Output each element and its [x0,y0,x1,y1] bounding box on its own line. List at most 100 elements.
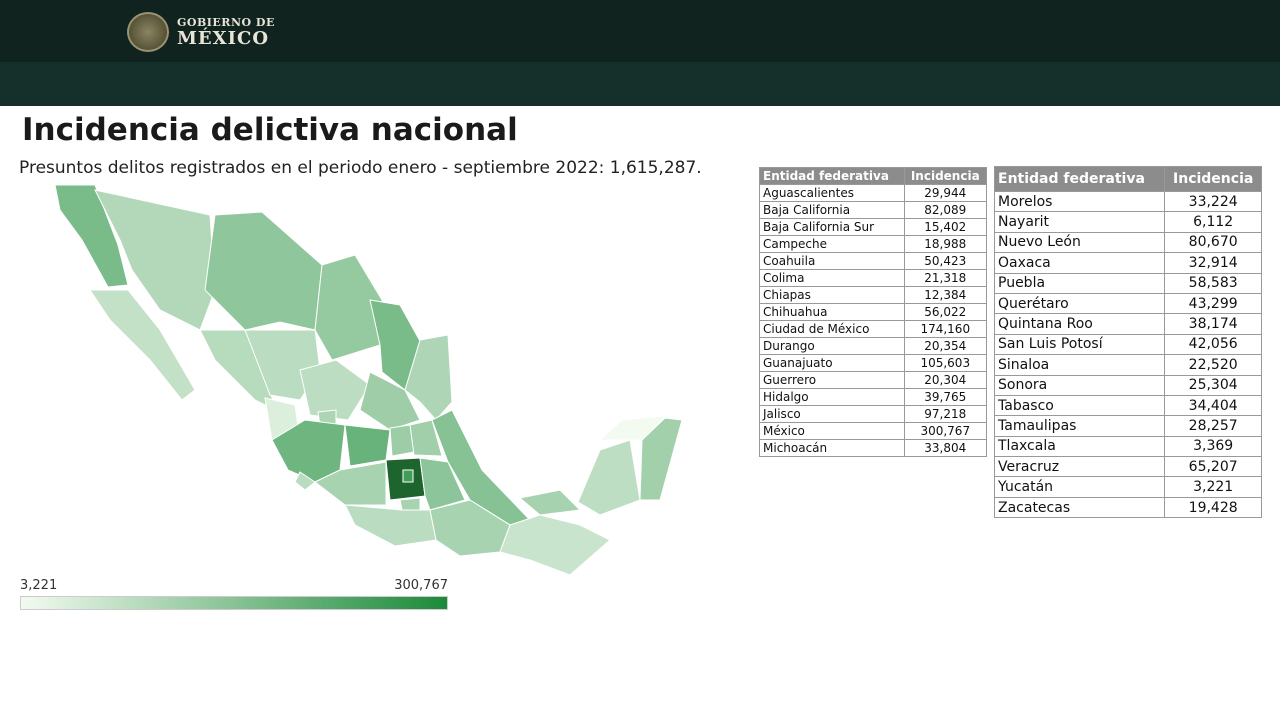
entity-name: Chihuahua [759,303,905,321]
entity-name: Michoacán [759,439,905,457]
incidence-value: 56,022 [903,303,988,321]
entity-name: Nayarit [993,211,1166,233]
incidence-value: 20,354 [903,337,988,355]
incidence-value: 42,056 [1164,333,1262,356]
incidence-value: 32,914 [1164,252,1262,274]
table-row: Oaxaca 32,914 [993,252,1262,274]
table-row: Guanajuato 105,603 [759,354,988,372]
table-row: Guerrero 20,304 [759,371,988,389]
table-row: Puebla 58,583 [993,272,1262,294]
table-row: Nuevo León 80,670 [993,231,1262,254]
legend-max: 300,767 [394,578,448,593]
state-puebla [419,457,466,511]
entity-name: Quintana Roo [993,313,1166,335]
state-campeche [577,439,641,516]
entity-name: Tabasco [993,394,1166,417]
gobierno-logo[interactable]: GOBIERNO DE MÉXICO [127,12,275,52]
table-row: Hidalgo 39,765 [759,388,988,406]
incidence-table-1: Entidad federativa Incidencia Aguascalien… [759,167,988,457]
table-row: Michoacán 33,804 [759,439,988,457]
entity-name: Morelos [993,190,1166,213]
incidence-value: 19,428 [1164,496,1262,519]
incidence-value: 97,218 [903,405,988,423]
incidence-value: 18,988 [903,235,988,253]
nav-band [0,62,1280,106]
table-row: Sonora 25,304 [993,374,1262,396]
entity-name: Sinaloa [993,354,1166,376]
incidence-value: 33,804 [903,439,988,457]
entity-name: Sonora [993,374,1166,396]
incidence-value: 3,369 [1164,435,1262,458]
logo-line2: MÉXICO [177,27,270,49]
incidence-value: 12,384 [903,286,988,304]
col-header-entity: Entidad federativa [993,166,1166,192]
table-row: Veracruz 65,207 [993,456,1262,478]
table-row: Baja California 82,089 [759,201,988,219]
table-row: Campeche 18,988 [759,235,988,253]
incidence-value: 300,767 [903,422,988,440]
entity-name: Hidalgo [759,388,905,406]
incidence-value: 25,304 [1164,374,1262,396]
state-ciudad-de-mexico [402,469,414,483]
incidence-value: 34,404 [1164,394,1262,417]
state-chiapas [499,514,611,576]
state-hidalgo [409,419,443,457]
state-tabasco [518,489,582,516]
state-guanajuato [344,424,391,467]
entity-name: Nuevo León [993,231,1166,254]
top-header: GOBIERNO DE MÉXICO [0,0,1280,62]
table-row: Chiapas 12,384 [759,286,988,304]
incidence-value: 22,520 [1164,354,1262,376]
incidence-value: 174,160 [903,320,988,338]
table-row: Colima 21,318 [759,269,988,287]
table-row: Zacatecas 19,428 [993,496,1262,519]
state-baja-california-sur [89,289,196,401]
entity-name: Tlaxcala [993,435,1166,458]
incidence-value: 82,089 [903,201,988,219]
subtitle: Presuntos delitos registrados en el peri… [19,158,702,178]
entity-name: Coahuila [759,252,905,270]
legend-gradient-bar [20,596,448,610]
state-morelos [399,497,421,511]
table-row: Tabasco 34,404 [993,394,1262,417]
incidence-value: 50,423 [903,252,988,270]
table-row: Tamaulipas 28,257 [993,415,1262,437]
incidence-value: 33,224 [1164,190,1262,213]
incidence-value: 6,112 [1164,211,1262,233]
table-row: Quintana Roo 38,174 [993,313,1262,335]
incidence-value: 28,257 [1164,415,1262,437]
entity-name: San Luis Potosí [993,333,1166,356]
incidence-table-2: Entidad federativa Incidencia Morelos 33,2… [993,166,1262,519]
entity-name: Tamaulipas [993,415,1166,437]
logo-line1: GOBIERNO DE [177,15,275,29]
entity-name: Veracruz [993,456,1166,478]
table-row: Jalisco 97,218 [759,405,988,423]
state-zacatecas [299,359,371,421]
incidence-value: 3,221 [1164,476,1262,498]
entity-name: Durango [759,337,905,355]
table-row: México 300,767 [759,422,988,440]
table-row: Morelos 33,224 [993,190,1262,213]
incidence-value: 21,318 [903,269,988,287]
incidence-value: 15,402 [903,218,988,236]
entity-name: Guanajuato [759,354,905,372]
entity-name: Baja California Sur [759,218,905,236]
state-sonora [94,189,216,331]
table-row: Chihuahua 56,022 [759,303,988,321]
entity-name: Puebla [993,272,1166,294]
entity-name: Baja California [759,201,905,219]
table-row: Tlaxcala 3,369 [993,435,1262,458]
entity-name: Zacatecas [993,496,1166,519]
incidence-value: 39,765 [903,388,988,406]
table-row: Yucatán 3,221 [993,476,1262,498]
table-row: Coahuila 50,423 [759,252,988,270]
table-row: Sinaloa 22,520 [993,354,1262,376]
entity-name: Chiapas [759,286,905,304]
entity-name: Oaxaca [993,252,1166,274]
col-header-incidence: Incidencia [903,167,988,185]
state-guerrero [344,504,437,547]
incidence-value: 29,944 [903,184,988,202]
state-quintana-roo [639,417,683,501]
table-row: Nayarit 6,112 [993,211,1262,233]
entity-name: Campeche [759,235,905,253]
